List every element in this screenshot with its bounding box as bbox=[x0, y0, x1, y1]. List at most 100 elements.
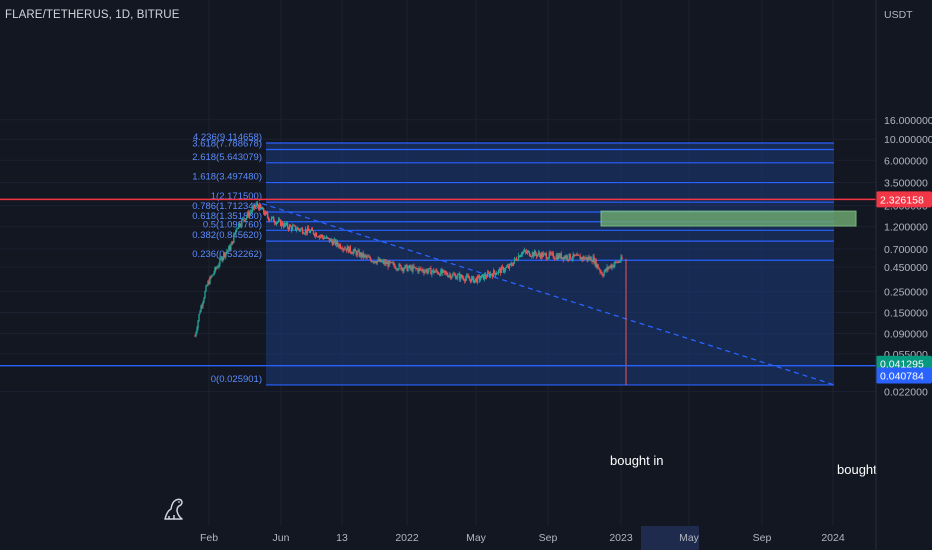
fib-retracement-area[interactable] bbox=[266, 143, 834, 385]
candle-body bbox=[267, 213, 269, 218]
candle-body bbox=[595, 259, 597, 268]
candle-body bbox=[298, 229, 301, 231]
candle-body bbox=[226, 251, 228, 253]
candle-body bbox=[603, 272, 605, 277]
candle-body bbox=[301, 228, 304, 234]
candle-body bbox=[203, 298, 205, 303]
candle-body bbox=[496, 272, 499, 274]
candle-body bbox=[237, 227, 239, 229]
candle-body bbox=[465, 278, 467, 282]
candle-body bbox=[326, 236, 329, 238]
candle-body bbox=[335, 240, 338, 245]
candle-body bbox=[437, 271, 439, 274]
candle-body bbox=[272, 216, 274, 218]
candle-body bbox=[481, 275, 483, 279]
candle-body bbox=[583, 256, 585, 260]
candle-body bbox=[390, 262, 392, 263]
y-tick-label: 0.150000 bbox=[884, 307, 928, 319]
candle-body bbox=[339, 244, 341, 249]
candle-body bbox=[294, 225, 297, 231]
candle-body bbox=[570, 258, 572, 260]
candle-body bbox=[594, 259, 596, 264]
candle-body bbox=[199, 311, 201, 315]
candle-body bbox=[372, 261, 374, 263]
y-tick-label: 0.250000 bbox=[884, 286, 928, 298]
candle-body bbox=[499, 268, 502, 274]
candle-body bbox=[273, 216, 275, 222]
candle-body bbox=[394, 265, 396, 269]
candle-body bbox=[196, 328, 198, 333]
candle-body bbox=[585, 257, 587, 259]
candle-body bbox=[233, 234, 235, 243]
candle-body bbox=[439, 273, 441, 276]
trendline[interactable] bbox=[261, 202, 834, 386]
candle-body bbox=[383, 260, 385, 264]
candle-body bbox=[464, 280, 466, 282]
candle-body bbox=[348, 246, 350, 253]
candle-body bbox=[396, 268, 398, 270]
candle-body bbox=[454, 274, 456, 276]
candle-body bbox=[278, 219, 281, 221]
candle-body bbox=[360, 252, 362, 257]
candle-body bbox=[365, 255, 367, 258]
candle-body bbox=[276, 222, 278, 225]
candle-body bbox=[376, 260, 378, 264]
candle-body bbox=[462, 277, 464, 279]
candle-body bbox=[257, 203, 259, 206]
candle-body bbox=[442, 270, 444, 274]
candle-body bbox=[264, 212, 266, 215]
candle-body bbox=[556, 255, 558, 260]
candle-body bbox=[266, 211, 268, 214]
candle-body bbox=[334, 239, 337, 245]
candle-body bbox=[554, 258, 556, 260]
candle-body bbox=[471, 277, 473, 282]
candle-body bbox=[468, 276, 470, 279]
candle-body bbox=[201, 305, 203, 307]
candle-body bbox=[486, 272, 489, 278]
fib-level-label: 0.236(0.532262) bbox=[192, 249, 262, 260]
candle-body bbox=[430, 267, 432, 275]
candle-body bbox=[548, 252, 550, 258]
candle-body bbox=[618, 261, 620, 263]
candle-body bbox=[561, 257, 563, 259]
candle-body bbox=[359, 252, 361, 257]
target-zone-box[interactable] bbox=[600, 210, 857, 227]
candle-body bbox=[528, 251, 531, 257]
candle-body bbox=[284, 223, 287, 225]
y-tick-label: 0.090000 bbox=[884, 329, 928, 341]
candle-body bbox=[553, 257, 555, 259]
candle-body bbox=[325, 236, 328, 239]
candle-body bbox=[615, 261, 617, 263]
candle-body bbox=[504, 267, 507, 271]
candle-body bbox=[265, 211, 267, 215]
candle-body bbox=[491, 274, 494, 277]
candle-body bbox=[375, 262, 377, 264]
candle-body bbox=[531, 252, 534, 257]
candle-body bbox=[271, 217, 273, 220]
candle-body bbox=[230, 245, 232, 250]
fib-level-label: 0.5(1.098760) bbox=[203, 219, 262, 230]
y-tick-label: 16.000000 bbox=[884, 115, 932, 127]
candle-body bbox=[604, 269, 606, 273]
candle-body bbox=[431, 271, 433, 275]
candle-body bbox=[221, 257, 223, 261]
fib-level-label: 0.618(1.351880) bbox=[192, 211, 262, 222]
candle-body bbox=[477, 275, 479, 283]
candle-body bbox=[482, 274, 484, 276]
candle-body bbox=[438, 273, 440, 275]
candle-body bbox=[247, 212, 249, 217]
candle-body bbox=[327, 237, 330, 239]
candle-body bbox=[256, 203, 258, 206]
candle-body bbox=[443, 270, 445, 271]
candle-body bbox=[501, 266, 504, 268]
candle-body bbox=[580, 257, 582, 260]
candle-body bbox=[300, 228, 303, 230]
candle-body bbox=[434, 271, 436, 273]
candle-body bbox=[514, 258, 517, 260]
y-tick-label: 0.022000 bbox=[884, 387, 928, 399]
candle-body bbox=[555, 255, 557, 259]
candle-body bbox=[216, 267, 218, 269]
candle-body bbox=[417, 268, 419, 272]
candle-body bbox=[429, 267, 431, 269]
